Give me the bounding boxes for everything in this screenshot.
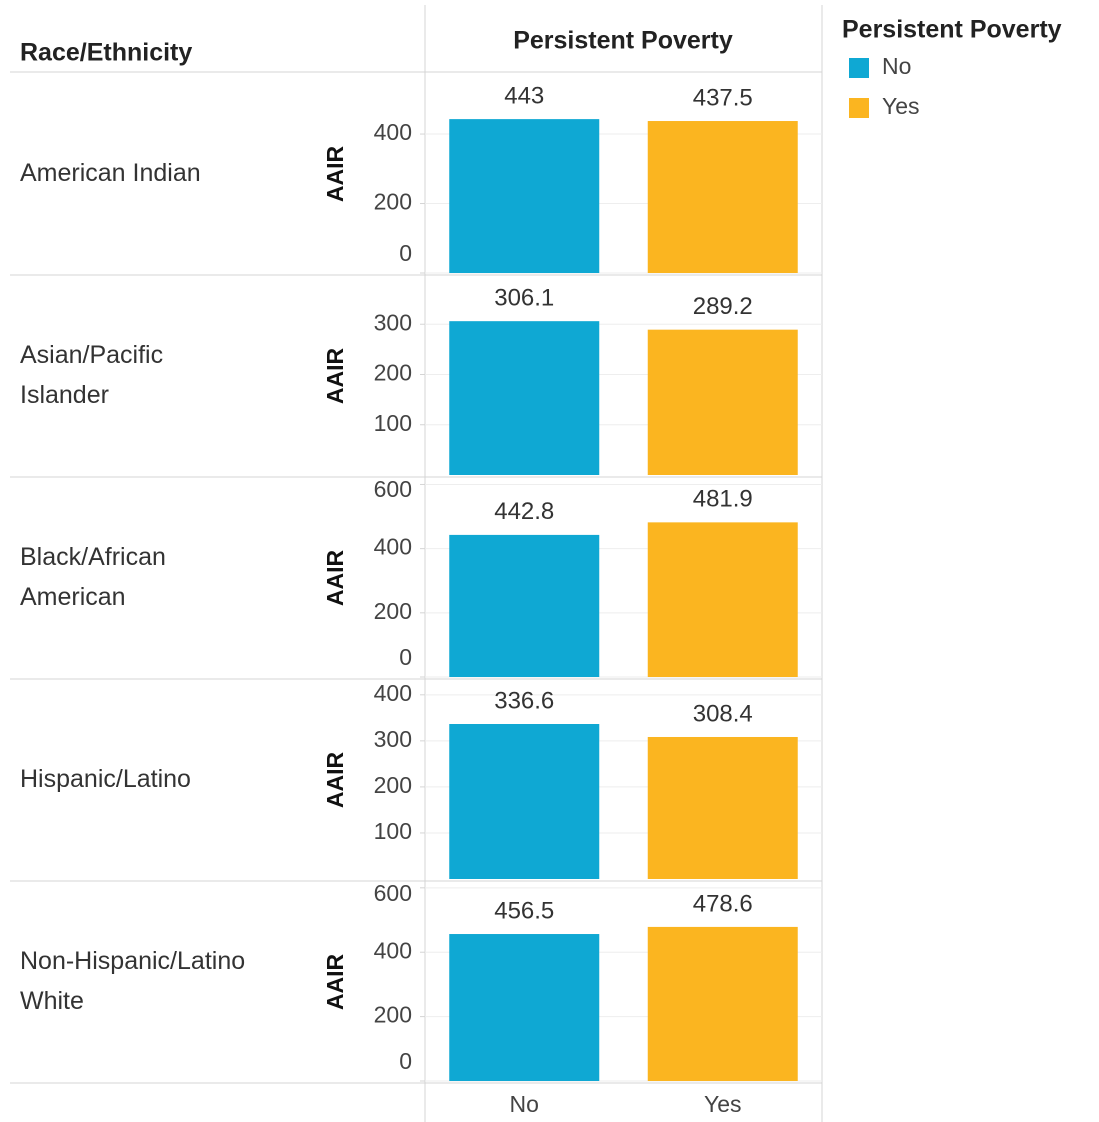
y-tick-label: 400 [374,534,412,560]
y-tick-label: 100 [374,818,412,844]
row-label: Asian/Pacific Islander [20,341,170,409]
y-tick-label: 600 [374,476,412,502]
bar [647,522,798,677]
value-label: 308.4 [693,700,753,727]
y-tick-label: 200 [374,189,412,215]
value-label: 336.6 [494,687,554,714]
value-label: 481.9 [693,486,753,513]
bar [449,321,600,475]
y-tick-label: 200 [374,360,412,386]
legend-title: Persistent Poverty [842,16,1062,44]
y-axis-label: AAIR [322,752,348,809]
bar [449,534,600,677]
y-tick-label: 400 [374,119,412,145]
y-tick-label: 300 [374,726,412,752]
value-label: 442.8 [494,498,554,525]
value-label: 306.1 [494,285,554,312]
legend-label: Yes [882,93,920,119]
y-tick-label: 400 [374,937,412,963]
y-axis-label: AAIR [322,146,348,203]
x-tick-label: No [510,1091,539,1117]
bar [449,119,600,274]
row-label: Non-Hispanic/Latino White [20,947,252,1015]
row-label: Hispanic/Latino [20,765,191,793]
y-tick-label: 200 [374,598,412,624]
y-tick-label: 0 [399,1048,412,1074]
row-header: Race/Ethnicity [20,39,192,67]
value-label: 478.6 [693,890,753,917]
column-header: Persistent Poverty [513,27,733,55]
y-tick-label: 400 [374,680,412,706]
bar [449,724,600,879]
bar [647,926,798,1081]
y-tick-label: 600 [374,880,412,906]
bar [449,934,600,1081]
y-tick-label: 300 [374,309,412,335]
value-label: 456.5 [494,897,554,924]
x-tick-label: Yes [704,1091,742,1117]
y-axis-label: AAIR [322,550,348,607]
y-axis-label: AAIR [322,954,348,1011]
legend-swatch [849,98,869,118]
legend-label: No [882,53,911,79]
value-label: 443 [504,82,544,109]
bar [647,121,798,274]
row-label: Black/African American [20,543,173,611]
row-label: American Indian [20,159,201,187]
bar [647,736,798,879]
y-tick-label: 100 [374,410,412,436]
y-axis-label: AAIR [322,348,348,405]
y-tick-label: 200 [374,772,412,798]
legend-swatch [849,58,869,78]
y-tick-label: 0 [399,240,412,266]
y-tick-label: 0 [399,644,412,670]
value-label: 289.2 [693,293,753,320]
value-label: 437.5 [693,84,753,111]
y-tick-label: 200 [374,1002,412,1028]
bar [647,329,798,475]
